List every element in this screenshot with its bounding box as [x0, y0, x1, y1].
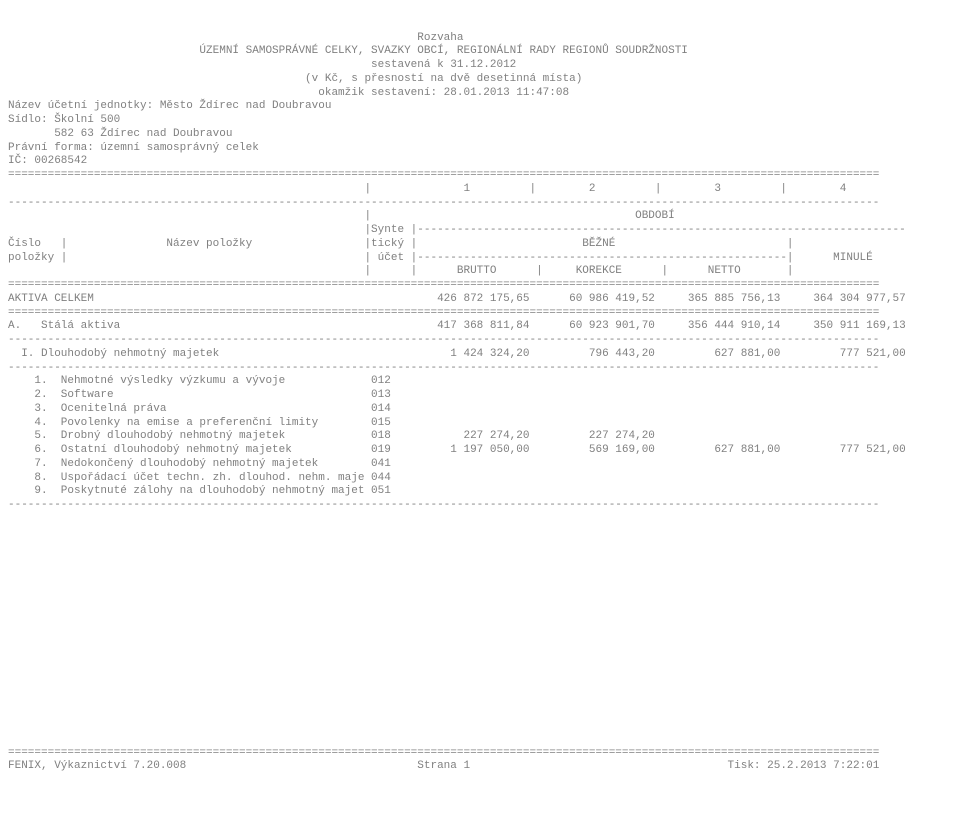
report-page: Rozvaha ÚZEMNÍ SAMOSPRÁVNÉ CELKY, SVAZKY…: [8, 32, 952, 775]
